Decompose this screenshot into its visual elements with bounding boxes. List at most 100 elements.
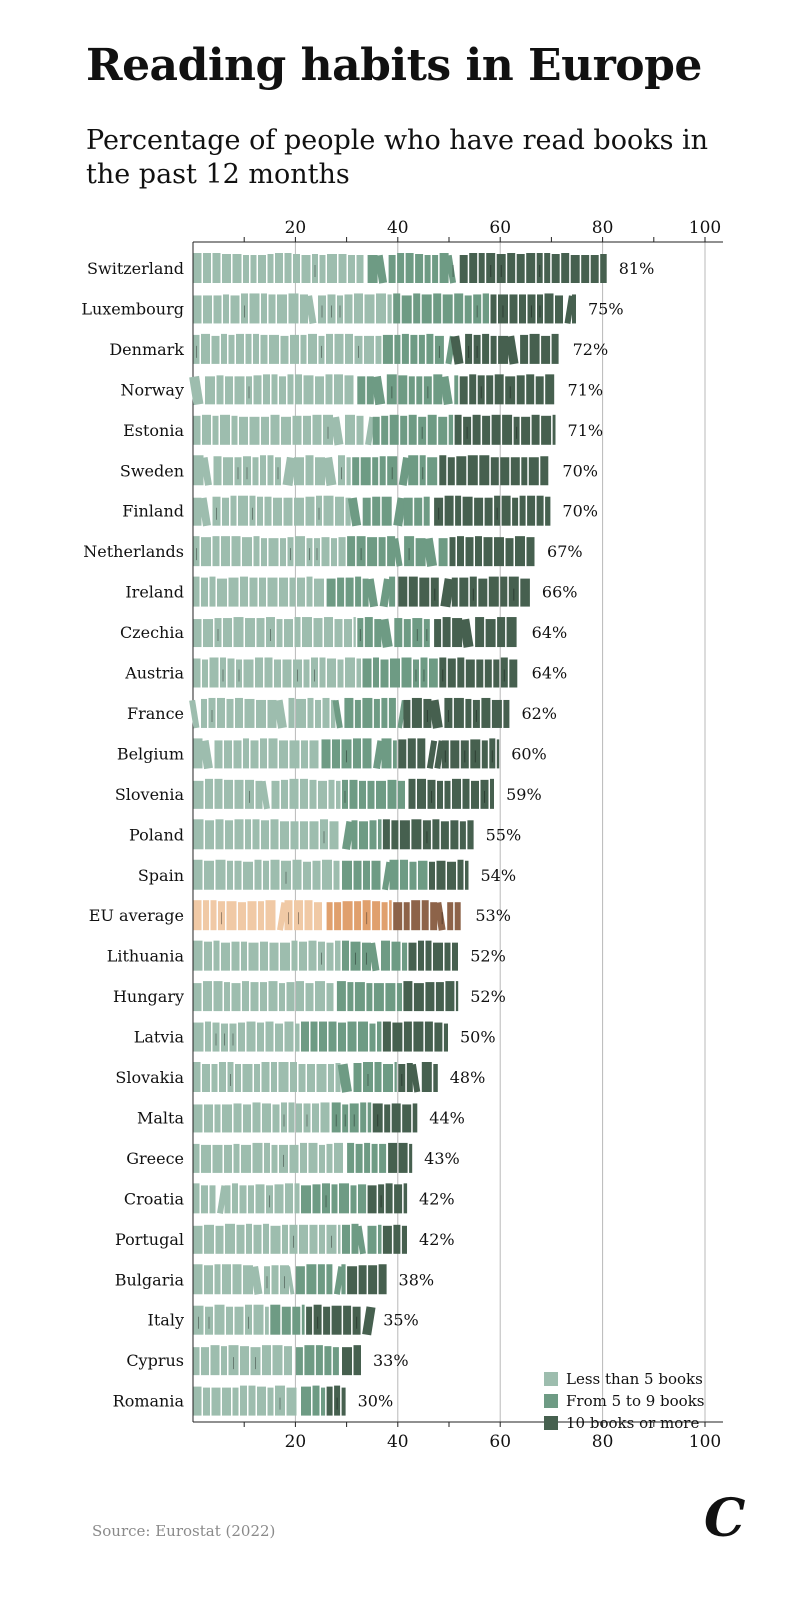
book-mark <box>288 697 295 728</box>
book-mark <box>224 779 233 809</box>
book-mark <box>312 1385 320 1416</box>
book-mark <box>403 619 411 648</box>
book-mark <box>513 416 520 445</box>
book-mark <box>403 1183 408 1214</box>
book-mark <box>572 294 576 324</box>
book-mark <box>319 1144 325 1173</box>
book-mark <box>355 1143 363 1173</box>
book-mark <box>501 495 511 526</box>
book-mark <box>294 1183 300 1214</box>
book-mark <box>305 455 314 486</box>
book-mark <box>409 1143 413 1173</box>
book-mark <box>294 457 304 486</box>
book-mark <box>233 617 244 648</box>
book-mark <box>281 779 288 809</box>
book-mark <box>227 860 233 890</box>
book-mark <box>261 820 269 850</box>
book-mark <box>250 1347 261 1376</box>
value-label: 33% <box>373 1351 409 1370</box>
book-mark <box>211 1064 218 1092</box>
book-mark <box>388 697 396 728</box>
book-mark <box>204 941 212 971</box>
book-mark <box>316 495 322 526</box>
book-mark <box>356 536 366 567</box>
country-label: Lithuania <box>107 947 185 966</box>
book-mark <box>229 1023 237 1052</box>
book-mark <box>350 1185 357 1214</box>
book-mark <box>432 255 439 283</box>
book-mark <box>439 657 447 688</box>
book-mark <box>301 740 308 769</box>
book-mark <box>338 1022 346 1052</box>
book-mark <box>255 657 263 688</box>
book-mark <box>570 255 580 283</box>
book-mark <box>454 414 462 445</box>
book-mark <box>247 901 257 931</box>
book-mark <box>408 455 419 486</box>
book-mark <box>270 859 280 890</box>
book-mark <box>263 1223 269 1254</box>
book-mark <box>455 981 459 1012</box>
book-mark <box>500 457 510 486</box>
book-mark <box>201 577 208 607</box>
book-mark <box>422 537 438 567</box>
book-mark <box>493 659 500 688</box>
book-mark <box>231 983 241 1012</box>
book-mark <box>258 255 266 283</box>
book-mark <box>519 294 526 324</box>
book-mark <box>469 374 477 405</box>
book-mark <box>475 536 482 567</box>
book-mark <box>398 1064 406 1092</box>
book-mark <box>371 1143 378 1173</box>
book-mark <box>479 455 490 486</box>
book-mark <box>244 698 255 728</box>
book-mark <box>376 293 386 324</box>
value-label: 48% <box>450 1068 486 1087</box>
book-mark <box>193 253 202 283</box>
book-mark <box>235 1064 241 1092</box>
legend-swatch-mid <box>544 1394 558 1408</box>
book-mark <box>321 537 330 567</box>
book-mark <box>200 457 212 486</box>
book-mark <box>303 375 314 405</box>
book-mark <box>424 255 431 283</box>
book-mark <box>502 414 513 445</box>
book-mark <box>193 900 202 931</box>
book-mark <box>240 1385 247 1416</box>
book-mark <box>439 455 447 486</box>
book-mark <box>463 416 472 445</box>
book-mark <box>424 1021 433 1052</box>
book-mark <box>345 497 351 526</box>
book-mark <box>214 1104 221 1133</box>
book-mark <box>318 295 326 324</box>
book-mark <box>224 1185 231 1214</box>
book-mark <box>300 294 308 324</box>
book-mark <box>369 1023 376 1052</box>
book-mark <box>326 1224 337 1254</box>
book-mark <box>381 697 388 728</box>
book-mark <box>561 253 570 283</box>
book-mark <box>372 416 380 445</box>
book-mark <box>364 335 374 364</box>
book-mark <box>490 778 494 809</box>
book-mark <box>199 740 213 770</box>
book-mark <box>193 455 204 486</box>
book-mark <box>203 619 213 648</box>
book-mark <box>360 1102 367 1133</box>
book-mark <box>230 295 240 324</box>
book-mark <box>267 1387 274 1416</box>
book-mark <box>444 697 453 728</box>
book-mark <box>482 415 491 445</box>
book-mark <box>347 1266 358 1295</box>
book-mark <box>314 902 322 931</box>
book-mark <box>296 1103 302 1133</box>
book-mark <box>498 294 508 324</box>
book-mark <box>393 497 407 527</box>
value-label: 43% <box>424 1149 460 1168</box>
book-mark <box>326 942 334 971</box>
book-mark <box>337 1063 352 1093</box>
book-mark <box>283 497 293 526</box>
book-mark <box>353 617 356 648</box>
book-mark <box>250 740 259 769</box>
book-mark <box>400 415 408 445</box>
